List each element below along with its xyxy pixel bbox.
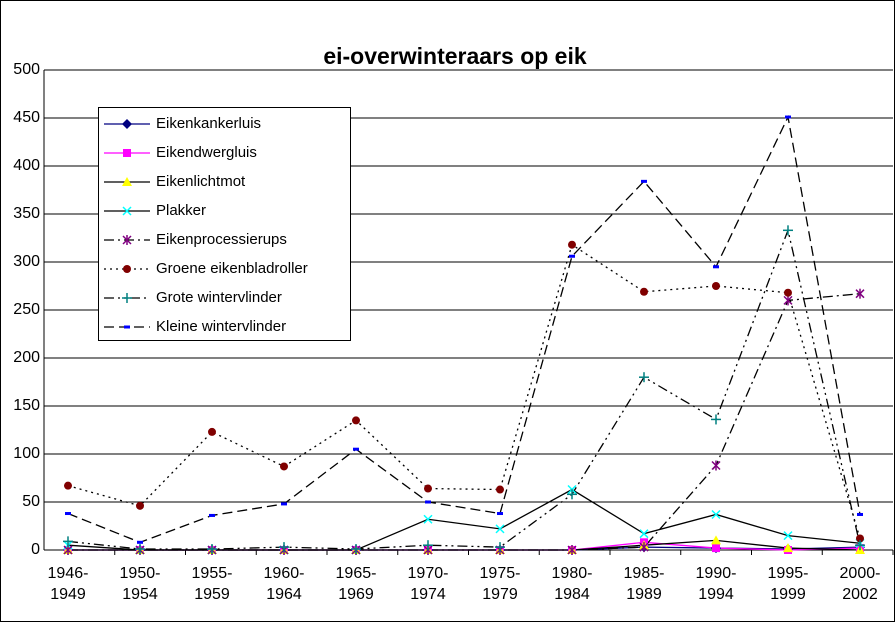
marker [711,509,721,520]
marker [423,540,433,551]
marker [122,293,132,303]
marker [495,524,505,534]
marker [208,427,216,436]
x-tick-label: 1946-1949 [47,565,89,603]
marker [280,462,288,471]
marker [63,536,73,547]
marker [783,543,793,553]
marker [65,512,71,516]
chart-title: ei-overwinteraars op eik [323,43,587,69]
marker [856,534,864,543]
x-tick-label: 1970-1974 [407,565,449,603]
x-tick-label: 1950-1954 [119,565,161,603]
y-tick-label: 500 [13,61,40,78]
legend: Eikenkankerluis Eikendwergluis Eikenlichtm… [98,107,351,341]
marker [424,484,432,493]
series-line [67,114,861,544]
y-tick-label: 0 [31,541,40,558]
series-line [67,488,861,551]
y-tick-label: 150 [13,397,40,414]
marker [124,325,130,329]
marker [783,225,793,236]
series-line [68,293,861,551]
x-tick-label: 2000-2002 [839,565,881,603]
marker [855,540,865,551]
marker [352,416,360,425]
marker [122,206,132,216]
marker [137,540,143,544]
marker [567,545,577,555]
marker [279,542,289,553]
y-tick-label: 400 [13,157,40,174]
legend-label: Eikenkankerluis [156,115,261,132]
marker [122,119,132,129]
marker [857,512,863,516]
marker [123,149,131,157]
marker [64,481,72,490]
y-tick-label: 300 [13,253,40,270]
legend-box [98,107,351,341]
marker [639,372,649,383]
marker [497,512,503,516]
legend-label: Eikendwergluis [156,144,257,161]
marker [495,542,505,553]
marker [568,240,576,249]
marker [425,500,431,504]
x-tick-label: 1990-1994 [695,565,737,603]
marker [209,513,215,517]
marker [569,254,575,258]
marker [785,115,791,119]
marker [207,544,217,555]
y-tick-label: 50 [22,493,40,510]
marker [281,502,287,506]
marker [122,235,132,245]
x-tick-label: 1955-1959 [191,565,233,603]
y-tick-label: 100 [13,445,40,462]
y-tick-label: 250 [13,301,40,318]
marker [713,265,719,269]
marker [784,288,792,297]
marker [640,287,648,296]
marker [711,460,721,471]
x-tick-label: 1965-1969 [335,565,377,603]
marker [711,414,721,425]
marker [135,544,145,555]
legend-label: Grote wintervlinder [156,289,282,306]
marker [783,531,793,541]
marker [639,542,649,553]
marker [123,265,131,273]
y-tick-label: 450 [13,109,40,126]
legend-label: Eikenprocessierups [156,231,287,248]
marker [136,501,144,510]
legend-label: Eikenlichtmot [156,173,246,190]
series-line [67,228,861,550]
marker [641,179,647,183]
x-tick-label: 1985-1989 [623,565,665,603]
marker [639,529,649,539]
x-tick-label: 1980-1984 [551,565,593,603]
legend-label: Plakker [156,202,206,219]
marker [423,514,433,524]
marker [353,447,359,451]
marker [567,489,577,500]
marker [712,282,720,290]
marker [711,535,721,545]
marker [855,288,865,299]
marker [351,544,361,555]
x-tick-label: 1975-1979 [479,565,521,603]
marker [496,485,504,494]
marker [122,177,132,186]
y-tick-label: 350 [13,205,40,222]
x-tick-label: 1960-1964 [263,565,305,603]
legend-label: Kleine wintervlinder [156,318,286,335]
x-tick-label: 1995-1999 [767,565,809,603]
marker [63,545,73,555]
marker [783,295,793,306]
y-tick-label: 200 [13,349,40,366]
marker [712,544,720,553]
legend-label: Groene eikenbladroller [156,260,308,277]
